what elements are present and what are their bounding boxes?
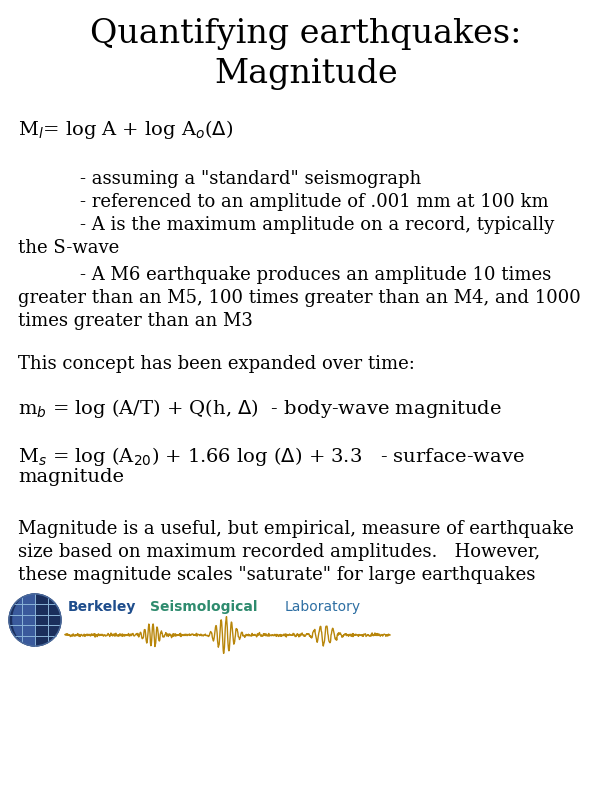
Text: size based on maximum recorded amplitudes.   However,: size based on maximum recorded amplitude… <box>18 543 540 561</box>
Text: Berkeley: Berkeley <box>68 600 136 614</box>
Text: Quantifying earthquakes:: Quantifying earthquakes: <box>90 18 522 50</box>
Text: - A is the maximum amplitude on a record, typically: - A is the maximum amplitude on a record… <box>80 216 554 234</box>
Text: Magnitude is a useful, but empirical, measure of earthquake: Magnitude is a useful, but empirical, me… <box>18 520 574 538</box>
Text: magnitude: magnitude <box>18 468 124 486</box>
Text: This concept has been expanded over time:: This concept has been expanded over time… <box>18 355 415 373</box>
Polygon shape <box>13 594 35 646</box>
Circle shape <box>9 594 61 646</box>
Text: greater than an M5, 100 times greater than an M4, and 1000: greater than an M5, 100 times greater th… <box>18 289 581 307</box>
Text: these magnitude scales "saturate" for large earthquakes: these magnitude scales "saturate" for la… <box>18 566 536 584</box>
Text: times greater than an M3: times greater than an M3 <box>18 312 253 330</box>
Text: Seismological: Seismological <box>150 600 258 614</box>
Text: - assuming a "standard" seismograph: - assuming a "standard" seismograph <box>80 170 421 188</box>
Text: the S-wave: the S-wave <box>18 239 119 257</box>
Text: - A M6 earthquake produces an amplitude 10 times: - A M6 earthquake produces an amplitude … <box>80 266 551 284</box>
Text: M$_s$ = log (A$_{20}$) + 1.66 log ($\Delta$) + 3.3   - surface-wave: M$_s$ = log (A$_{20}$) + 1.66 log ($\Del… <box>18 445 524 468</box>
Text: m$_b$ = log (A/T) + Q(h, $\Delta$)  - body-wave magnitude: m$_b$ = log (A/T) + Q(h, $\Delta$) - bod… <box>18 397 502 420</box>
Text: Laboratory: Laboratory <box>285 600 361 614</box>
Text: - referenced to an amplitude of .001 mm at 100 km: - referenced to an amplitude of .001 mm … <box>80 193 548 211</box>
Text: Magnitude: Magnitude <box>214 58 398 90</box>
Text: M$_l$= log A + log A$_o$($\Delta$): M$_l$= log A + log A$_o$($\Delta$) <box>18 118 233 141</box>
